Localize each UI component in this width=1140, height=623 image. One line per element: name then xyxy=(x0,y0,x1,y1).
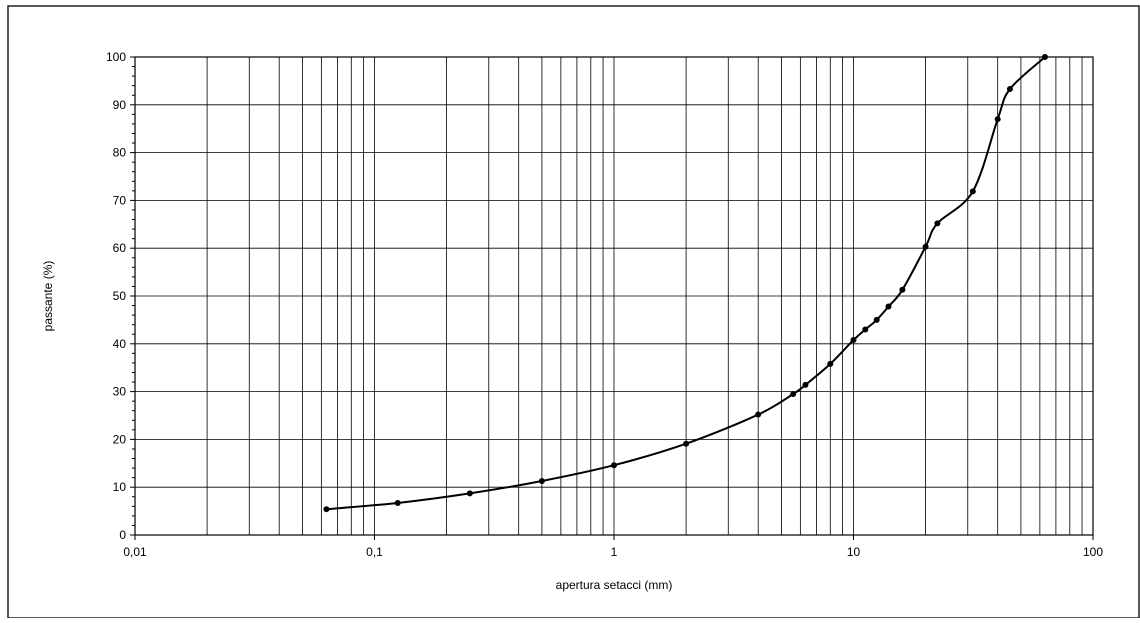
series-line xyxy=(326,56,1046,511)
y-tick-label: 60 xyxy=(113,241,127,255)
y-tick-label: 50 xyxy=(113,289,127,303)
data-point xyxy=(802,381,809,388)
data-point xyxy=(934,220,941,227)
data-point xyxy=(538,477,545,484)
y-tick-label: 20 xyxy=(113,432,127,446)
y-tick-label: 90 xyxy=(113,98,127,112)
data-point xyxy=(922,243,929,250)
grid xyxy=(135,57,1093,535)
x-tick-label: 100 xyxy=(1083,545,1103,559)
data-series xyxy=(323,54,1048,513)
y-tick-label: 40 xyxy=(113,337,127,351)
y-tick-label: 80 xyxy=(113,146,127,160)
data-point xyxy=(873,316,880,323)
data-point xyxy=(969,188,976,195)
y-tick-label: 70 xyxy=(113,193,127,207)
data-point xyxy=(683,440,690,447)
y-tick-label: 100 xyxy=(106,50,126,64)
data-point xyxy=(885,303,892,310)
data-point xyxy=(994,116,1001,123)
data-point xyxy=(862,326,869,333)
y-tick-label: 30 xyxy=(113,385,127,399)
tick-marks xyxy=(130,56,1094,540)
x-tick-label: 10 xyxy=(847,545,861,559)
y-axis-title: passante (%) xyxy=(41,261,55,332)
x-tick-label: 0,1 xyxy=(366,545,383,559)
data-point xyxy=(850,336,857,343)
tick-labels: 0 10 20 30 40 50 60 70 80 90 100 0,01 0,1 1 10 100 xyxy=(106,50,1103,559)
data-point xyxy=(790,390,797,397)
y-tick-label: 10 xyxy=(113,480,127,494)
x-tick-label: 0,01 xyxy=(123,545,147,559)
data-point xyxy=(611,462,617,469)
data-point xyxy=(899,286,906,293)
data-point xyxy=(1041,54,1048,60)
data-point xyxy=(827,360,834,367)
y-tick-label: 0 xyxy=(119,528,126,542)
data-point xyxy=(755,411,762,418)
data-point xyxy=(466,490,473,497)
chart-frame xyxy=(7,5,1140,619)
data-point xyxy=(1006,86,1013,93)
data-point xyxy=(394,499,401,506)
data-point xyxy=(323,506,330,513)
x-tick-label: 1 xyxy=(611,545,618,559)
x-axis-title: apertura setacci (mm) xyxy=(556,578,673,592)
